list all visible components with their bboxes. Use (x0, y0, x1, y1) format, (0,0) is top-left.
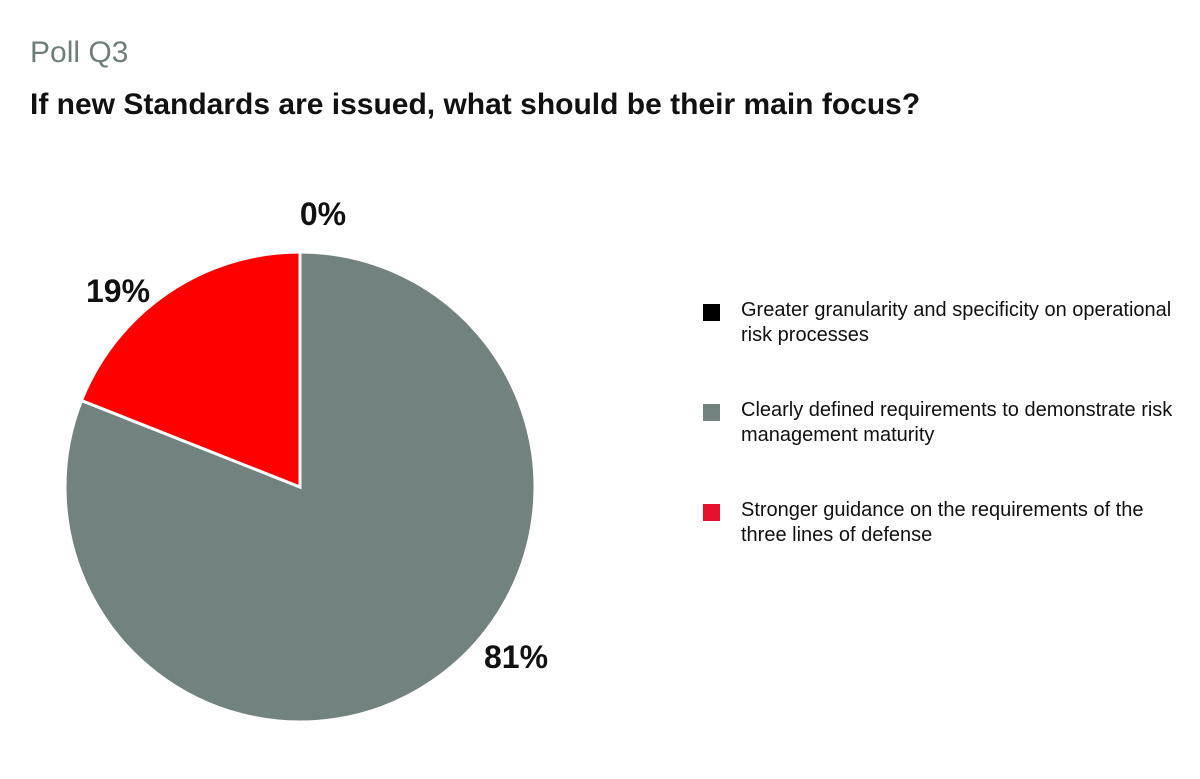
legend-label: Clearly defined requirements to demonstr… (741, 399, 1173, 446)
legend-item-guidance: Stronger guidance on the requirements of… (703, 498, 1181, 548)
legend-swatch-red (703, 504, 720, 521)
slice-label-1: 81% (484, 639, 548, 675)
legend-item-granularity: Greater granularity and specificity on o… (703, 298, 1181, 348)
legend-item-requirements: Clearly defined requirements to demonstr… (703, 398, 1181, 448)
legend-label: Greater granularity and specificity on o… (741, 299, 1172, 346)
chart-subtitle: Poll Q3 (30, 36, 129, 69)
legend-swatch-gray (703, 404, 720, 421)
slice-label-2: 19% (86, 273, 150, 309)
chart-title: If new Standards are issued, what should… (30, 88, 921, 121)
pie-slice-2 (79, 250, 302, 490)
legend-swatch-black (703, 304, 720, 321)
slice-label-0: 0% (300, 196, 346, 232)
legend-label: Stronger guidance on the requirements of… (741, 499, 1144, 546)
